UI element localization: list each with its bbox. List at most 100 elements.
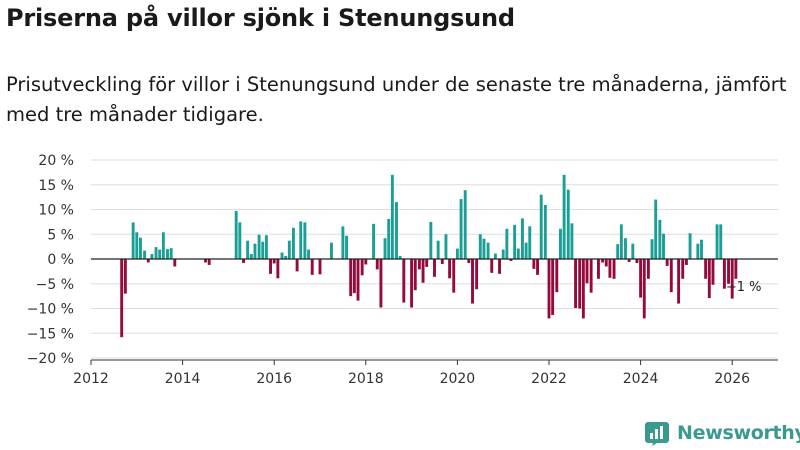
bar [498,259,501,274]
bar [570,223,574,259]
bar [475,259,479,290]
last-value-annotation: −1 % [726,280,762,295]
bar [669,259,673,293]
bar [154,247,158,259]
bar [608,259,612,278]
bar [551,259,555,315]
bar [372,223,376,259]
y-tick-label: −15 % [27,326,74,342]
bar [684,259,688,265]
bar [501,249,505,259]
bar [719,224,723,259]
bar [287,240,291,259]
bar [631,243,635,259]
chart-subtitle: Prisutveckling för villor i Stenungsund … [6,73,787,126]
chart-title: Priserna på villor sjönk i Stenungsund [6,4,515,32]
bar [486,242,490,259]
bar [161,232,165,259]
bar [242,259,245,263]
bar [249,254,253,259]
bar [532,259,536,269]
bar [410,259,414,308]
bar [417,259,421,270]
bar [123,259,127,294]
bar [681,259,685,279]
y-tick-label: 0 % [47,252,74,268]
bar [429,221,433,260]
bar [513,224,517,259]
bar [253,243,257,259]
bar [654,199,658,259]
x-tick-label: 2024 [623,371,659,387]
bar [433,259,436,277]
bar [360,259,364,276]
bar [467,259,471,263]
bar [707,259,711,299]
bar [677,259,681,304]
y-tick-label: 20 % [38,153,74,169]
y-tick-label: 5 % [47,227,74,243]
bar [578,259,582,309]
x-tick-label: 2014 [165,371,201,387]
bar [341,226,345,259]
bar [173,259,177,267]
bar [585,259,589,284]
bar [624,238,627,259]
bar [619,224,623,259]
bar [143,250,147,259]
y-tick-label: −5 % [36,277,74,293]
bar [597,259,600,279]
bar [120,259,124,338]
bar [730,259,734,299]
bar [444,234,448,259]
bar [146,259,150,263]
bar [246,240,250,259]
x-tick-label: 2012 [73,371,109,387]
bar [310,259,314,275]
bar [734,259,738,279]
bar [601,259,605,263]
bar [516,248,520,259]
bar [727,259,730,284]
bar [352,259,356,294]
bar [696,243,700,259]
bar [383,238,387,259]
y-tick-label: −10 % [27,302,74,318]
bar [589,259,593,293]
bar [150,254,154,259]
bar [547,259,551,319]
newsworthy-logo-icon [645,422,669,446]
newsworthy-logo: Newsworthy [644,420,800,446]
bar [700,239,703,259]
newsworthy-logo-text: Newsworthy [677,422,800,444]
bar [295,259,299,272]
bar [627,259,631,262]
bar [490,259,494,273]
bar [688,233,692,259]
bar [520,218,524,259]
bar [345,235,349,259]
bar [478,234,482,259]
bar [455,248,459,259]
bars [120,174,738,338]
bar [204,259,207,263]
bar [269,259,272,274]
bar [463,190,467,259]
bar [436,240,440,259]
bar [395,202,398,259]
bar [448,259,452,279]
bar [612,259,616,279]
bar [722,259,726,289]
bar [604,259,608,267]
bar [566,189,570,259]
bar [379,259,383,308]
bar [135,232,139,259]
y-tick-label: 15 % [38,178,74,194]
bar [559,228,562,259]
bar [493,253,497,259]
bar [646,259,650,279]
bar [471,259,474,304]
bar [131,222,135,259]
bar [528,226,532,259]
